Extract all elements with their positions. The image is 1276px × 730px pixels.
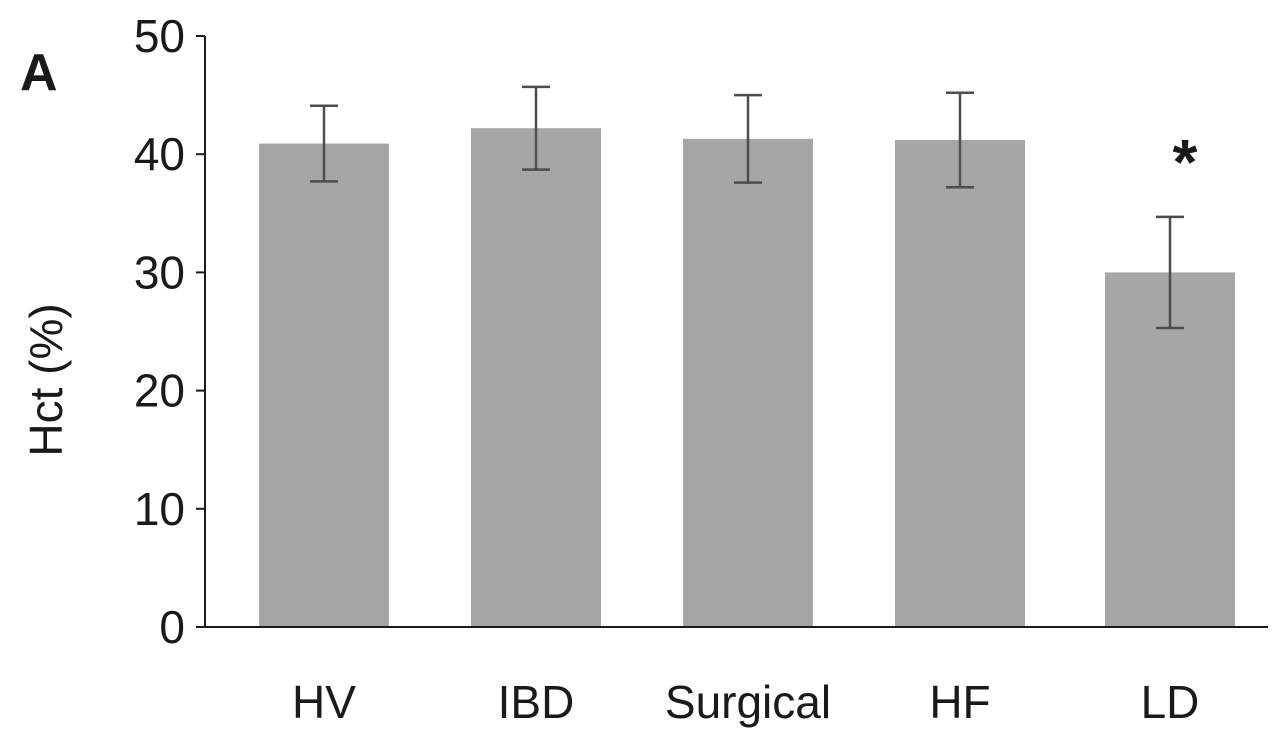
y-tick-label: 10 xyxy=(134,483,185,535)
y-axis-label: Hct (%) xyxy=(20,303,72,456)
y-tick-label: 40 xyxy=(134,128,185,180)
error-bars xyxy=(310,85,1184,330)
panel-label: A xyxy=(20,44,58,102)
y-axis: 0 10 20 30 40 50 xyxy=(134,10,206,653)
y-tick-label: 30 xyxy=(134,246,185,298)
error-bar-hv xyxy=(310,104,338,183)
error-bar-hf xyxy=(946,91,974,189)
annotations: * xyxy=(1173,126,1198,198)
bar-ibd xyxy=(471,128,601,628)
x-tick-label: HF xyxy=(929,676,990,728)
bar-ld xyxy=(1105,272,1235,627)
x-tick-label: LD xyxy=(1141,676,1200,728)
bar-surgical xyxy=(683,138,813,628)
y-tick-label: 20 xyxy=(134,365,185,417)
x-tick-label: HV xyxy=(292,676,356,728)
y-tick-label: 0 xyxy=(159,601,185,653)
error-bar-surgical xyxy=(734,93,762,184)
x-tick-label: Surgical xyxy=(665,676,831,728)
error-bar-ld xyxy=(1156,215,1184,330)
bars xyxy=(259,128,1235,628)
bar-hv xyxy=(259,143,389,627)
y-tick-label: 50 xyxy=(134,10,185,62)
x-axis: HV IBD Surgical HF LD xyxy=(205,626,1268,728)
x-tick-label: IBD xyxy=(498,676,575,728)
bar-hf xyxy=(895,140,1025,628)
error-bar-ibd xyxy=(522,85,550,171)
significance-marker: * xyxy=(1173,126,1198,198)
